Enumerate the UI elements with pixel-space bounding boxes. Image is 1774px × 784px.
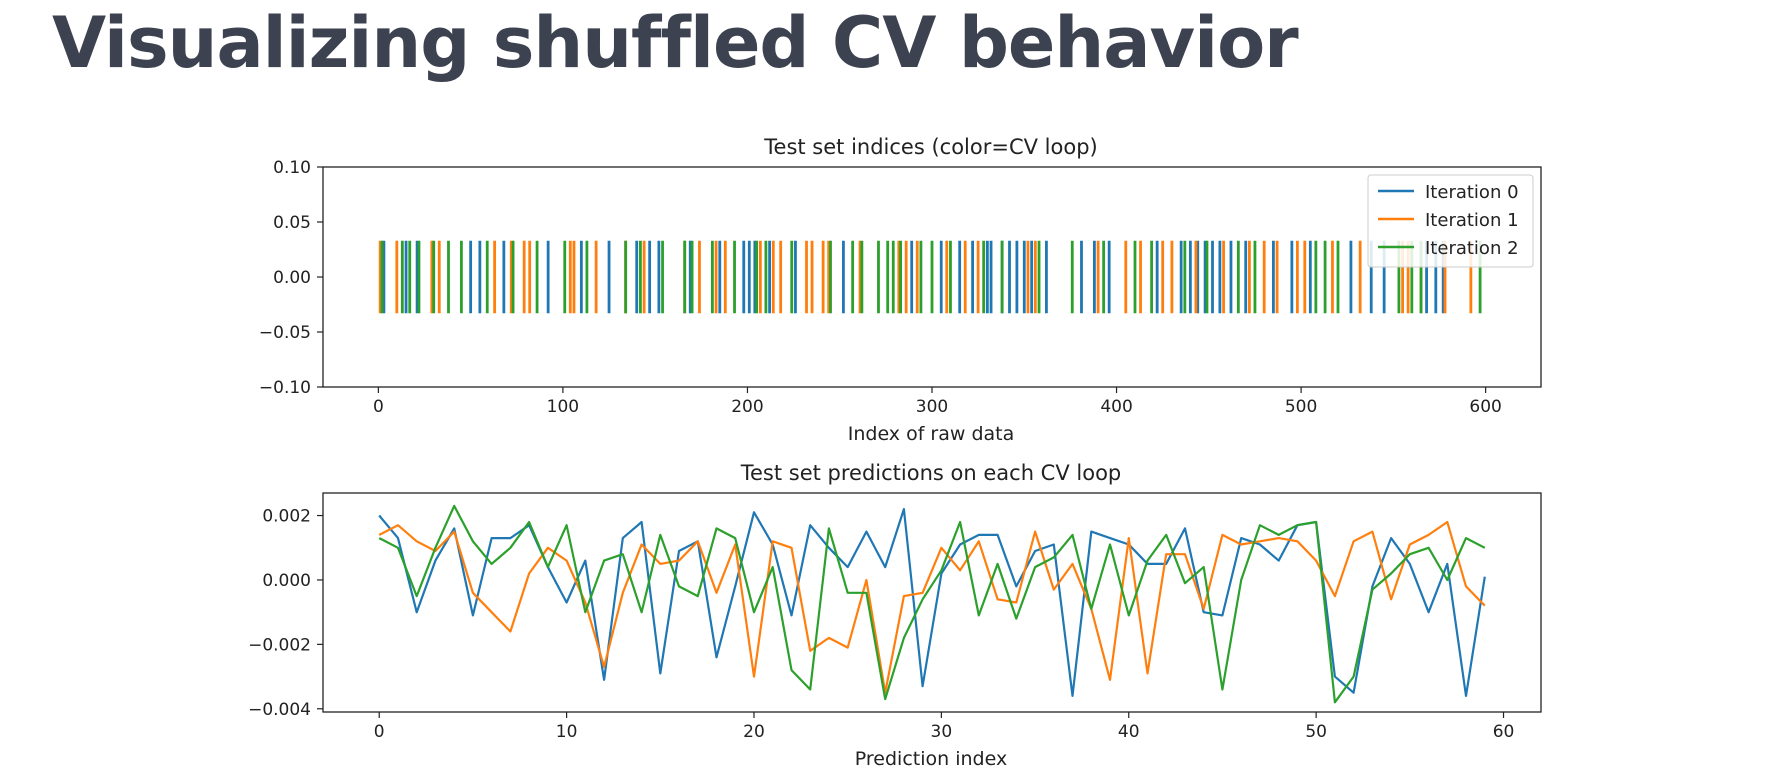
p2-series-lines (378, 504, 1486, 704)
p1-xtick-label: 200 (731, 397, 763, 417)
panel-2-frame (322, 492, 1542, 713)
p2-xtick-label: 50 (1305, 722, 1327, 742)
p1-ytick-label: 0.00 (273, 268, 311, 288)
slide-title: Visualizing shuffled CV behavior (52, 2, 1299, 84)
p1-xtick-label: 600 (1469, 397, 1501, 417)
p1-series-0 (382, 240, 1445, 314)
p1-ytick-label: 0.10 (273, 158, 311, 178)
legend: Iteration 0 Iteration 1 Iteration 2 (1367, 174, 1534, 268)
p1-xtick-label: 500 (1285, 397, 1317, 417)
p2-x-axis: 0 10 20 30 40 50 60 (374, 712, 1515, 742)
p1-y-axis: −0.10 −0.05 0.00 0.05 0.10 (259, 158, 323, 398)
p1-xtick-label: 100 (547, 397, 579, 417)
p1-event-marks (378, 240, 1482, 314)
p2-ytick-label: −0.004 (248, 700, 311, 720)
panel-1-xlabel: Index of raw data (848, 423, 1015, 445)
p2-xtick-label: 60 (1493, 722, 1515, 742)
p2-series-line-2 (378, 504, 1486, 704)
p1-ytick-label: 0.05 (273, 213, 311, 233)
p1-xtick-label: 300 (916, 397, 948, 417)
p1-ytick-label: −0.05 (259, 323, 311, 343)
test-indices-panel: Test set indices (color=CV loop) 0 100 200… (259, 135, 1542, 445)
p2-ytick-label: 0.000 (262, 571, 311, 591)
p2-xtick-label: 20 (743, 722, 765, 742)
p1-ytick-label: −0.10 (259, 378, 311, 398)
p2-ytick-label: −0.002 (248, 635, 311, 655)
panel-2-xlabel: Prediction index (855, 748, 1007, 770)
p2-series-line-0 (378, 508, 1486, 698)
legend-box (1367, 174, 1534, 268)
predictions-panel: Test set predictions on each CV loop 0 10… (248, 461, 1542, 770)
p2-xtick-label: 10 (556, 722, 578, 742)
p1-xtick-label: 0 (373, 397, 384, 417)
p1-x-axis: 0 100 200 300 400 500 600 (373, 387, 1502, 417)
panel-2-title: Test set predictions on each CV loop (740, 461, 1122, 485)
p2-series-line-1 (378, 520, 1486, 694)
p1-series-2 (380, 240, 1482, 314)
legend-label-0: Iteration 0 (1425, 182, 1519, 203)
p2-xtick-label: 30 (931, 722, 953, 742)
p1-series-1 (378, 240, 1473, 314)
legend-label-1: Iteration 1 (1425, 210, 1519, 231)
p1-xtick-label: 400 (1100, 397, 1132, 417)
p2-xtick-label: 40 (1118, 722, 1140, 742)
panel-1-title: Test set indices (color=CV loop) (763, 135, 1097, 159)
p2-xtick-label: 0 (374, 722, 385, 742)
legend-label-2: Iteration 2 (1425, 238, 1519, 259)
p2-y-axis: −0.004 −0.002 0.000 0.002 (248, 507, 323, 720)
p2-ytick-label: 0.002 (262, 507, 311, 527)
